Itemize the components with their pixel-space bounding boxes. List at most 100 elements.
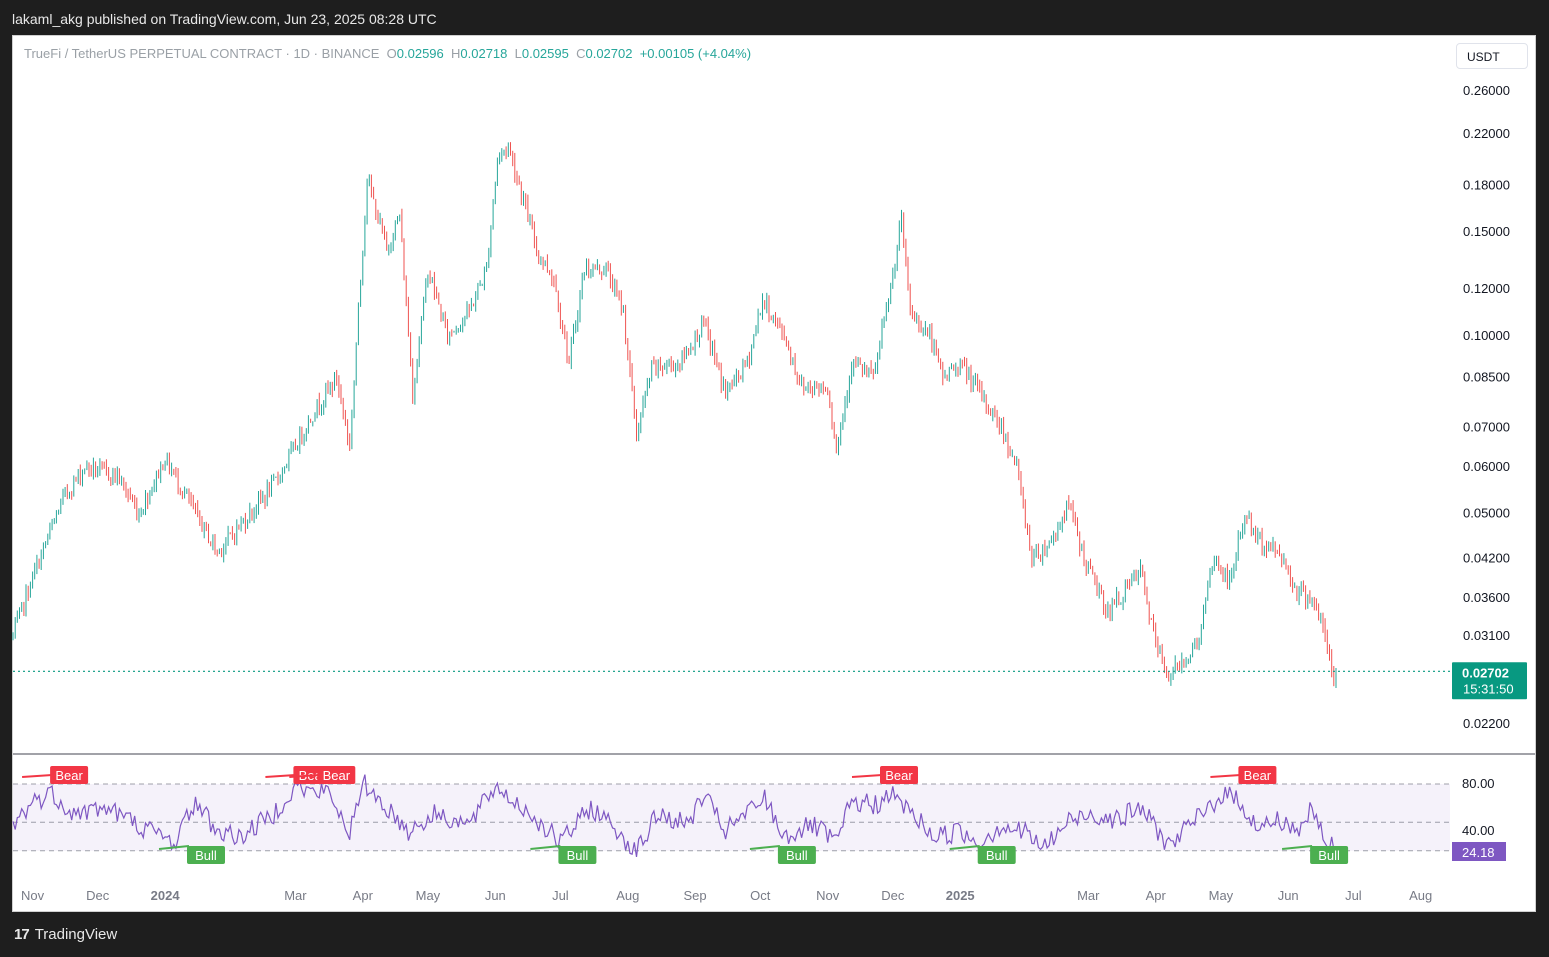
time-tick-label: Jun — [1278, 888, 1299, 903]
tradingview-logo-icon: 17 — [14, 926, 30, 943]
price-tick-label: 0.03100 — [1463, 628, 1510, 643]
divergence-line — [851, 774, 883, 778]
time-axis: Nov Dec 2024 Mar Apr May Jun Jul Aug Sep Oct Nov Dec… — [21, 888, 1432, 903]
tradingview-brand: TradingView — [34, 926, 118, 943]
time-tick-label: Apr — [1146, 888, 1167, 903]
time-tick-label: Jul — [1345, 888, 1362, 903]
divergence-tag-text: Bull — [567, 848, 589, 863]
bull-divergence-label: Bull — [949, 845, 1016, 864]
time-tick-label: Aug — [616, 888, 639, 903]
bear-divergence-label: Bear — [289, 766, 356, 784]
change-value: +0.00105 (+4.04%) — [639, 46, 752, 61]
divergence-tag-text: Bear — [55, 768, 83, 783]
time-tick-label: Mar — [284, 888, 307, 903]
symbol-legend: TrueFi / TetherUS PERPETUAL CONTRACT · 1… — [24, 46, 751, 61]
bull-divergence-label: Bull — [1282, 845, 1349, 864]
time-tick-label: Dec — [86, 888, 110, 903]
bar-countdown: 15:31:50 — [1463, 681, 1514, 696]
price-tick-label: 0.03600 — [1463, 590, 1510, 605]
symbol-name[interactable]: TrueFi / TetherUS PERPETUAL CONTRACT · 1… — [24, 46, 380, 61]
divergence-line — [949, 845, 980, 850]
bear-divergence-label: Bear — [1210, 766, 1277, 784]
price-pane — [12, 142, 1450, 688]
rsi-line — [12, 774, 1336, 857]
bear-divergence-label: Bear — [22, 766, 89, 784]
rsi-tick-label: 80.00 — [1462, 776, 1495, 791]
divergence-tag-text: Bull — [1318, 848, 1340, 863]
divergence-tag-bg — [558, 846, 597, 864]
price-tick-label: 0.18000 — [1463, 177, 1510, 192]
divergence-line — [1282, 845, 1313, 850]
last-price-value: 0.02702 — [1462, 665, 1509, 680]
divergence-tag-bg — [50, 766, 89, 784]
divergence-tag-bg — [1238, 766, 1277, 784]
rsi-tick-label: 40.00 — [1462, 823, 1495, 838]
close-label: C — [576, 46, 586, 61]
time-tick-label: 2024 — [151, 888, 181, 903]
time-tick-label: Jul — [552, 888, 569, 903]
price-tick-label: 0.04200 — [1463, 550, 1510, 565]
divergence-tag-bg — [977, 846, 1016, 864]
candles — [12, 142, 1337, 688]
divergence-tag-text: Bull — [786, 848, 808, 863]
rsi-band — [13, 784, 1450, 851]
divergence-tag-bg — [1310, 846, 1349, 864]
time-tick-label: Apr — [353, 888, 374, 903]
rsi-last-value: 24.18 — [1462, 845, 1495, 860]
published-header: lakaml_akg published on TradingView.com,… — [0, 0, 1549, 36]
time-tick-label: Nov — [21, 888, 45, 903]
time-tick-label: Mar — [1077, 888, 1100, 903]
divergence-tag-text: Bull — [986, 848, 1008, 863]
bear-divergence-label: Bear — [851, 766, 918, 784]
last-price-tag-bg — [1452, 662, 1527, 700]
footer-bar — [0, 912, 1549, 957]
open-label: O — [386, 46, 397, 61]
price-tick-label: 0.07000 — [1463, 419, 1510, 434]
divergence-tag-bg — [187, 846, 225, 864]
time-tick-label: Dec — [881, 888, 905, 903]
price-tick-label: 0.12000 — [1463, 281, 1510, 296]
divergence-line — [289, 774, 320, 778]
high-label: H — [451, 46, 461, 61]
divergence-tag-bg — [880, 766, 918, 784]
divergence-line — [749, 845, 780, 850]
price-tick-label: 0.26000 — [1463, 83, 1510, 98]
divergence-tag-text: Bear — [323, 768, 351, 783]
divergence-line — [22, 774, 53, 778]
low-label: L — [514, 46, 522, 61]
close-value: 0.02702 — [585, 46, 633, 61]
price-tick-label: 0.22000 — [1463, 126, 1510, 141]
time-tick-label: Aug — [1409, 888, 1432, 903]
time-tick-label: May — [416, 888, 441, 903]
divergence-line — [158, 845, 190, 850]
low-value: 0.02595 — [521, 46, 569, 61]
time-tick-label: Oct — [750, 888, 771, 903]
chart-frame[interactable] — [12, 35, 1536, 912]
high-value: 0.02718 — [460, 46, 508, 61]
price-tick-label: 0.02200 — [1463, 716, 1510, 731]
bull-divergence-label: Bull — [530, 845, 597, 864]
price-tick-label: 0.06000 — [1463, 459, 1510, 474]
divergence-tag-text: Bear — [885, 768, 913, 783]
open-value: 0.02596 — [396, 46, 444, 61]
divergence-line — [1210, 774, 1241, 778]
time-tick-label: 2025 — [946, 888, 975, 903]
currency-button[interactable]: USDT — [1456, 43, 1528, 69]
time-tick-label: Nov — [816, 888, 840, 903]
price-axis: 0.26000 0.22000 0.18000 0.15000 0.12000 0.100… — [1452, 83, 1527, 861]
bull-divergence-label: Bull — [158, 845, 225, 864]
tradingview-logo[interactable]: 17 TradingView — [14, 926, 117, 943]
published-text: lakaml_akg published on TradingView.com,… — [12, 11, 437, 27]
time-tick-label: Jun — [485, 888, 506, 903]
rsi-value-tag-bg — [1452, 842, 1506, 861]
price-tick-label: 0.10000 — [1463, 328, 1510, 343]
rsi-value-tag: 24.18 — [1452, 842, 1506, 861]
bull-divergence-label: Bull — [749, 845, 816, 864]
price-tick-label: 0.05000 — [1463, 506, 1510, 521]
time-tick-label: May — [1209, 888, 1234, 903]
divergence-line — [265, 774, 296, 778]
price-tick-label: 0.08500 — [1463, 370, 1510, 385]
